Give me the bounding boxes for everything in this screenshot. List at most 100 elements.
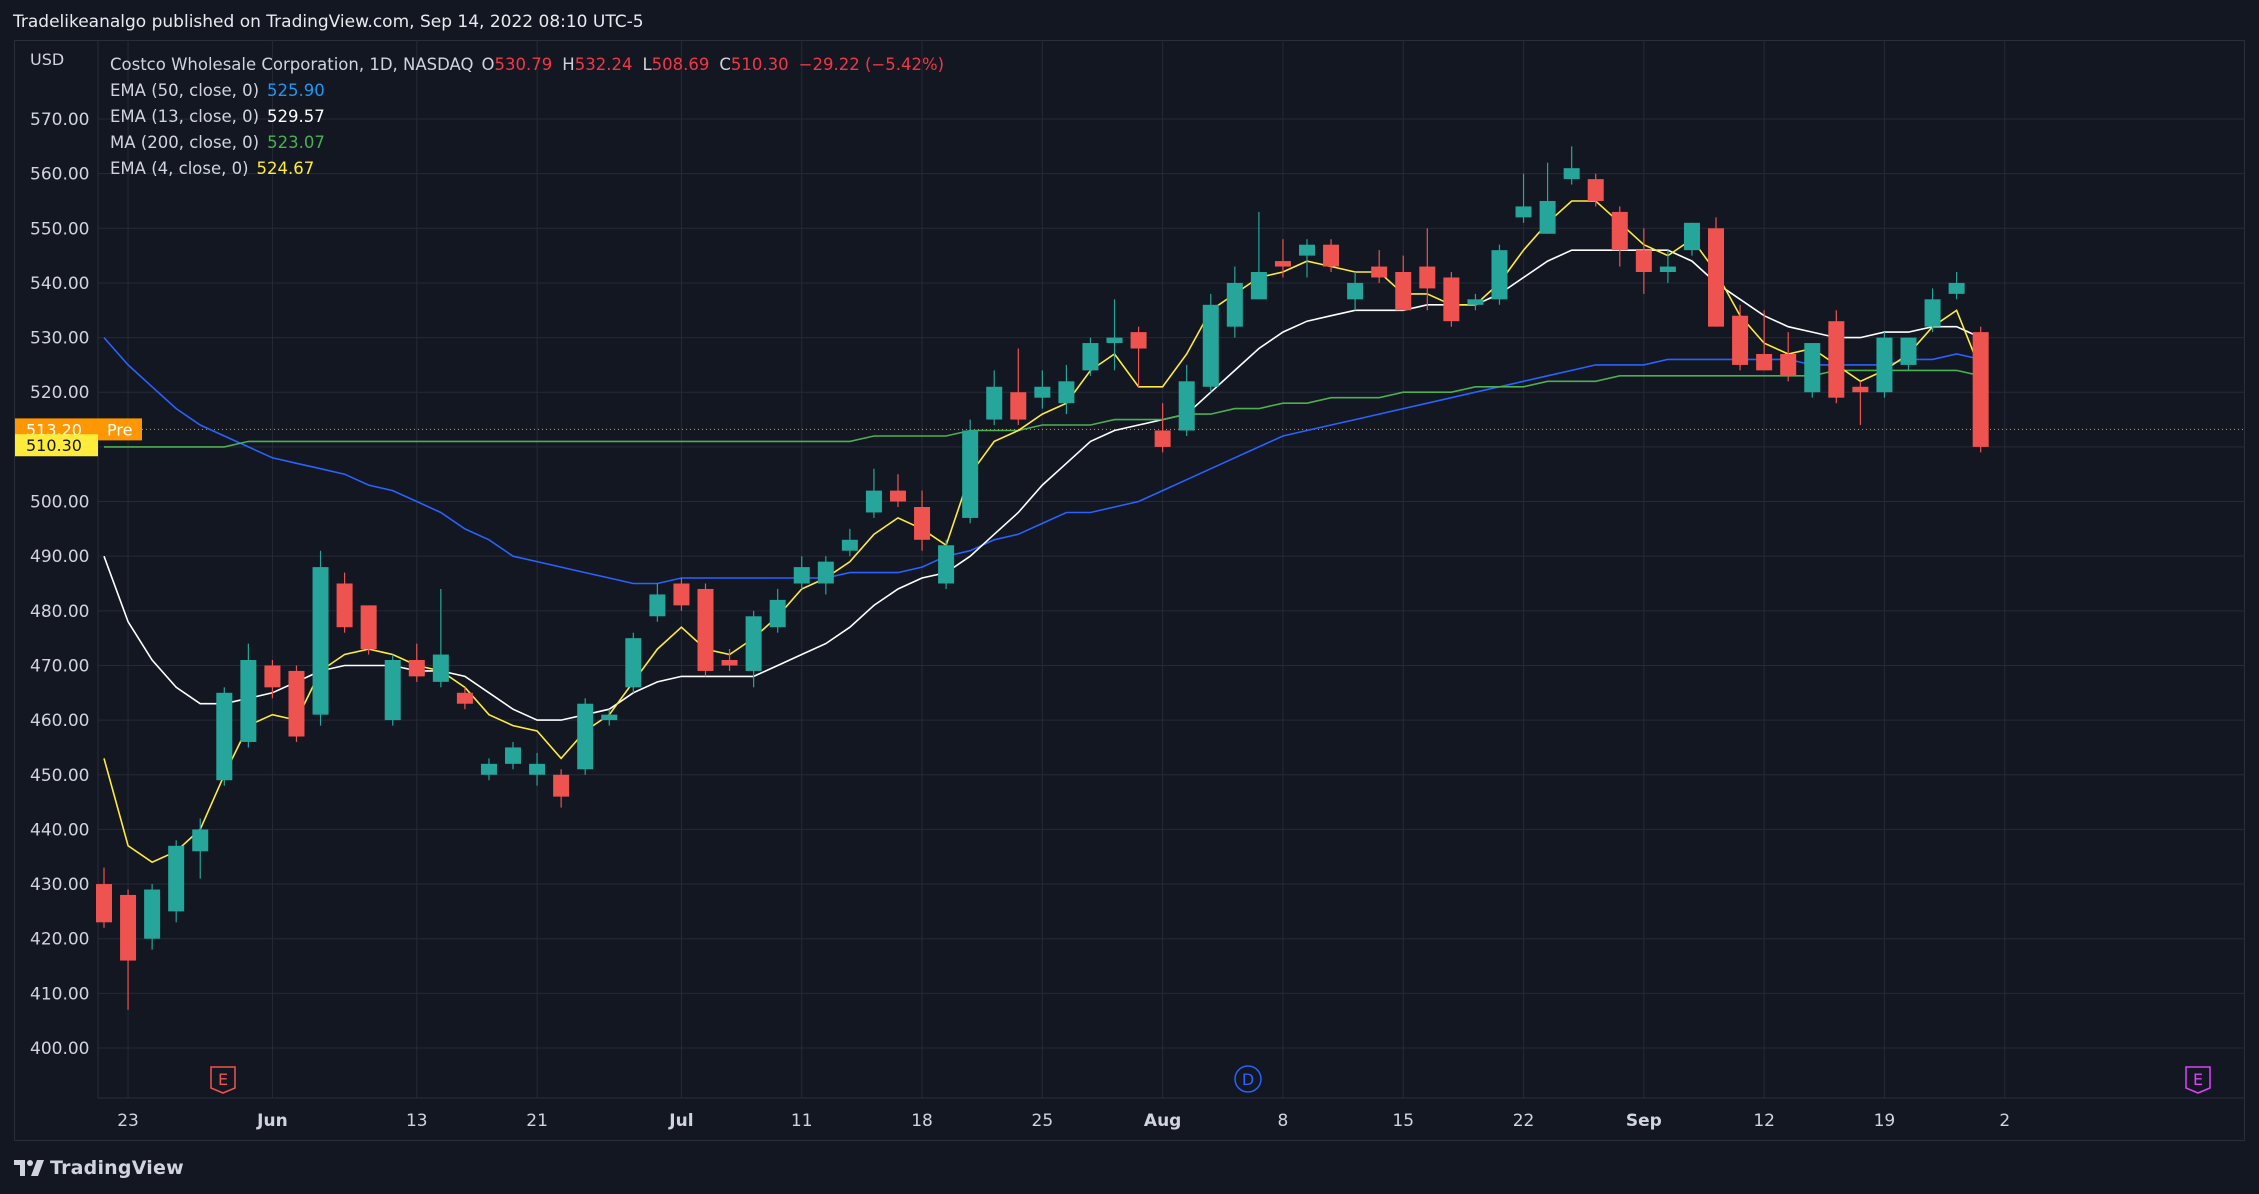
candle-body <box>721 660 738 666</box>
candle-body <box>384 660 401 721</box>
candle-body <box>432 654 449 682</box>
candle-body <box>553 774 570 797</box>
candle-body <box>1972 332 1989 447</box>
event-marker-label: E <box>2193 1070 2203 1089</box>
ohlc-row: Costco Wholesale Corporation, 1D, NASDAQ… <box>110 52 954 78</box>
x-tick-label: 13 <box>406 1111 428 1131</box>
symbol-title[interactable]: Costco Wholesale Corporation, 1D, NASDAQ <box>110 55 474 74</box>
change-value: −29.22 (−5.42%) <box>798 55 945 74</box>
candle-body <box>1852 386 1869 393</box>
candle-body <box>1732 315 1749 365</box>
candle-body <box>986 386 1003 420</box>
candle-body <box>601 714 618 721</box>
y-tick-label: 420.00 <box>30 930 89 950</box>
candle-body <box>1058 381 1075 404</box>
x-tick-label: 12 <box>1753 1111 1775 1131</box>
high-value: 532.24 <box>574 55 633 74</box>
y-tick-label: 410.00 <box>30 984 89 1004</box>
candle-body <box>1587 179 1604 201</box>
y-tick-label: 550.00 <box>30 219 89 239</box>
candle-body <box>697 588 714 671</box>
y-tick-label: 530.00 <box>30 329 89 349</box>
indicator-ma200[interactable]: MA (200, close, 0) 523.07 <box>110 130 954 156</box>
candle-body <box>1491 250 1508 300</box>
earnings-marker-icon[interactable] <box>210 1066 236 1094</box>
candle-body <box>1419 266 1436 289</box>
last-price-badge <box>15 434 98 457</box>
x-tick-label: 22 <box>1513 1111 1535 1131</box>
x-tick-label: 2 <box>1999 1111 2010 1131</box>
indicator-ema13[interactable]: EMA (13, close, 0) 529.57 <box>110 104 954 130</box>
candle-body <box>1034 386 1051 398</box>
candle-body <box>769 599 786 628</box>
candle-body <box>1563 168 1580 180</box>
footer-brand[interactable]: TradingView <box>50 1156 184 1179</box>
candle-body <box>1323 244 1340 267</box>
chart-frame[interactable] <box>14 40 2245 1141</box>
candle-body <box>480 763 497 775</box>
x-tick-label: Jul <box>668 1111 693 1131</box>
candle-body <box>1876 337 1893 393</box>
y-tick-label: 440.00 <box>30 820 89 840</box>
candle-body <box>1082 343 1099 371</box>
indicator-ema4-value: 524.67 <box>256 159 315 178</box>
candle-body <box>1659 266 1676 273</box>
footer: TradingView <box>0 1141 2259 1194</box>
candle-body <box>577 703 594 770</box>
y-tick-label: 570.00 <box>30 110 89 130</box>
open-label: O <box>481 55 495 74</box>
high-label: H <box>562 55 575 74</box>
candle-body <box>1708 228 1725 327</box>
x-tick-label: 23 <box>117 1111 139 1131</box>
last-price-value: 510.30 <box>26 436 82 455</box>
x-tick-label: 15 <box>1392 1111 1414 1131</box>
candle-body <box>408 660 425 677</box>
candle-body <box>336 583 353 628</box>
x-tick-label: Sep <box>1626 1111 1662 1131</box>
candle-body <box>841 539 858 551</box>
candle-body <box>529 763 546 775</box>
candle-body <box>745 616 762 671</box>
y-tick-label: 500.00 <box>30 493 89 513</box>
indicator-ema50[interactable]: EMA (50, close, 0) 525.90 <box>110 78 954 104</box>
candle-body <box>1828 321 1845 398</box>
y-tick-label: 470.00 <box>30 656 89 676</box>
candle-body <box>1780 353 1797 376</box>
pre-label-badge <box>98 418 142 441</box>
candle-body <box>914 506 931 540</box>
y-tick-label: 520.00 <box>30 383 89 403</box>
y-tick-label: 490.00 <box>30 547 89 567</box>
candle-body <box>1178 381 1195 431</box>
indicator-ema4[interactable]: EMA (4, close, 0) 524.67 <box>110 156 954 182</box>
series-line-ema50 <box>103 337 1981 585</box>
indicator-ma200-label: MA (200, close, 0) <box>110 133 260 152</box>
x-tick-label: Aug <box>1144 1111 1181 1131</box>
indicator-ma200-value: 523.07 <box>267 133 325 152</box>
candle-body <box>144 889 161 939</box>
series-line-ma200 <box>104 369 1981 448</box>
x-tick-label: 19 <box>1874 1111 1896 1131</box>
y-tick-label: 460.00 <box>30 711 89 731</box>
dividend-marker-icon[interactable] <box>1234 1065 1262 1093</box>
candle-body <box>1299 244 1315 256</box>
x-tick-label: 25 <box>1032 1111 1054 1131</box>
candle-body <box>1900 337 1917 365</box>
candle-body <box>1804 343 1821 393</box>
candle-body <box>938 545 955 584</box>
candle-body <box>889 490 906 502</box>
indicator-ema13-value: 529.57 <box>267 107 325 126</box>
currency-label: USD <box>30 50 65 69</box>
candle-body <box>1515 206 1532 218</box>
pre-label-text: Pre <box>107 420 132 439</box>
x-tick-label: 21 <box>526 1111 548 1131</box>
candle-body <box>240 660 257 742</box>
candle-body <box>1130 332 1147 349</box>
earnings-marker-icon[interactable] <box>2185 1066 2211 1094</box>
candle-body <box>1226 282 1243 327</box>
indicator-ema4-label: EMA (4, close, 0) <box>110 159 249 178</box>
candle-body <box>312 567 329 715</box>
indicator-ema50-label: EMA (50, close, 0) <box>110 81 260 100</box>
chart-legend: Costco Wholesale Corporation, 1D, NASDAQ… <box>110 52 954 182</box>
candle-body <box>120 894 137 961</box>
